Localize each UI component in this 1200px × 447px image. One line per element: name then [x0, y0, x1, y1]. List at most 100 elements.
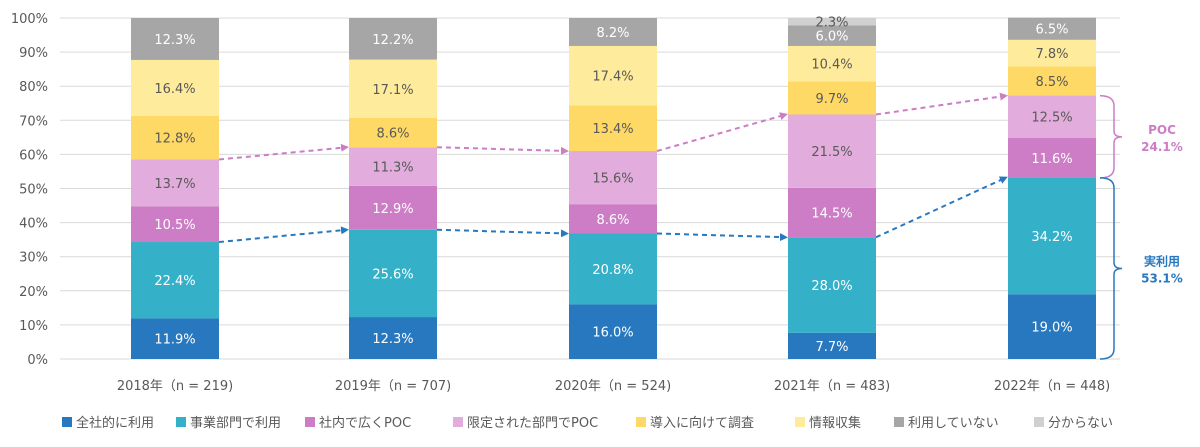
bar-segment — [131, 159, 219, 207]
data-label: 17.4% — [592, 70, 633, 85]
bar-segment — [788, 114, 876, 188]
data-label: 9.7% — [815, 92, 848, 107]
y-tick-label: 90% — [19, 46, 48, 61]
data-label: 8.2% — [596, 26, 629, 41]
bar-segment — [569, 150, 657, 205]
x-tick-label: 2021年（n = 483) — [774, 379, 890, 394]
data-label: 28.0% — [811, 279, 852, 294]
legend-item-label: 分からない — [1048, 416, 1113, 431]
data-label: 13.7% — [154, 177, 195, 192]
data-label: 10.4% — [811, 58, 852, 73]
data-label: 11.3% — [372, 161, 413, 176]
x-tick-label: 2022年（n = 448) — [994, 379, 1110, 394]
bracket — [1099, 177, 1123, 360]
bracket-label: 実利用 — [1144, 253, 1180, 268]
bar-segment — [569, 45, 657, 106]
trend-arrows — [218, 92, 1008, 244]
bar-segment — [569, 204, 657, 234]
data-label: 20.8% — [592, 263, 633, 278]
bar-segment — [788, 332, 876, 359]
data-label: 6.0% — [815, 30, 848, 45]
legend-swatch — [305, 417, 315, 427]
bar-segment — [1008, 95, 1096, 139]
bar-segment — [788, 81, 876, 115]
y-tick-label: 100% — [11, 12, 48, 27]
bar-segment — [1008, 39, 1096, 67]
bracket-value: 53.1% — [1141, 271, 1183, 285]
data-label: 25.6% — [372, 267, 413, 282]
data-label: 19.0% — [1031, 321, 1072, 336]
legend-swatch — [1034, 417, 1044, 427]
x-axis: 2018年（n = 219) 2019年（n = 707) 2020年（n = 52… — [117, 379, 1110, 394]
bar-segment — [349, 185, 437, 230]
trend-arrow — [656, 232, 788, 242]
x-tick-label: 2019年（n = 707) — [335, 379, 451, 394]
data-label: 15.6% — [592, 172, 633, 187]
y-tick-label: 30% — [19, 251, 48, 266]
brackets: POC 24.1% 実利用 53.1% — [1099, 94, 1183, 360]
legend-swatch — [795, 417, 805, 427]
bar-segment — [131, 206, 219, 243]
y-tick-label: 80% — [19, 80, 48, 95]
data-label: 2.3% — [815, 16, 848, 31]
legend: 全社的に利用 事業部門で利用 社内で広くPOC 限定された部門でPOC 導入に向けて調査… — [62, 415, 1113, 431]
data-label: 10.5% — [154, 218, 195, 233]
bar-segment — [788, 237, 876, 333]
x-tick-label: 2020年（n = 524) — [555, 379, 671, 394]
y-tick-label: 0% — [27, 353, 48, 368]
data-label: 16.4% — [154, 82, 195, 97]
data-label: 6.5% — [1035, 23, 1068, 38]
bar-segment — [131, 18, 219, 60]
bar-segment — [1008, 66, 1096, 96]
bar-segment — [349, 229, 437, 318]
data-label: 12.5% — [1031, 111, 1072, 126]
bar-segment — [788, 45, 876, 82]
data-label: 14.5% — [811, 207, 852, 222]
data-label: 22.4% — [154, 274, 195, 289]
data-label: 16.0% — [592, 326, 633, 341]
bar-segment — [788, 17, 876, 26]
y-tick-label: 60% — [19, 148, 48, 163]
bar-segment — [1008, 17, 1096, 40]
trend-arrow — [436, 146, 569, 155]
bar-segment — [569, 18, 657, 46]
data-label: 12.3% — [154, 33, 195, 48]
y-tick-label: 50% — [19, 183, 48, 198]
bar-segment — [569, 304, 657, 359]
bar-segment — [788, 25, 876, 46]
data-label: 12.3% — [372, 332, 413, 347]
y-tick-label: 10% — [19, 319, 48, 334]
legend-item-label: 社内で広くPOC — [319, 415, 411, 431]
legend-item-label: 限定された部門でPOC — [467, 416, 598, 431]
data-label: 13.4% — [592, 122, 633, 137]
bar-segment — [349, 317, 437, 359]
data-label: 8.6% — [376, 127, 409, 142]
trend-arrow — [218, 143, 349, 161]
y-axis: 0% 10% 20% 30% 40% 50% 60% 70% 80% 90% 100% — [11, 12, 48, 368]
data-label: 7.7% — [815, 340, 848, 355]
data-label: 12.2% — [372, 33, 413, 48]
data-label: 17.1% — [372, 83, 413, 98]
bar-segment — [131, 242, 219, 319]
bar-segment — [349, 147, 437, 186]
data-label: 12.8% — [154, 132, 195, 147]
legend-item-label: 利用していない — [908, 416, 999, 431]
bar-segment — [349, 59, 437, 118]
legend-swatch — [894, 417, 904, 427]
data-label: 12.9% — [372, 202, 413, 217]
bar-segment — [131, 59, 219, 116]
legend-swatch — [453, 417, 463, 427]
legend-item-label: 全社的に利用 — [76, 415, 154, 431]
data-label: 11.9% — [154, 333, 195, 348]
bar-segment — [349, 117, 437, 148]
bar-segment — [1008, 294, 1096, 359]
legend-swatch — [62, 417, 72, 427]
bar-segment — [569, 105, 657, 151]
trend-arrow — [875, 92, 1008, 116]
legend-swatch — [636, 417, 646, 427]
legend-item-label: 事業部門で利用 — [190, 415, 281, 431]
legend-item-label: 情報収集 — [809, 415, 861, 431]
bar-segment — [1008, 138, 1096, 178]
legend-item-label: 導入に向けて調査 — [650, 415, 754, 431]
